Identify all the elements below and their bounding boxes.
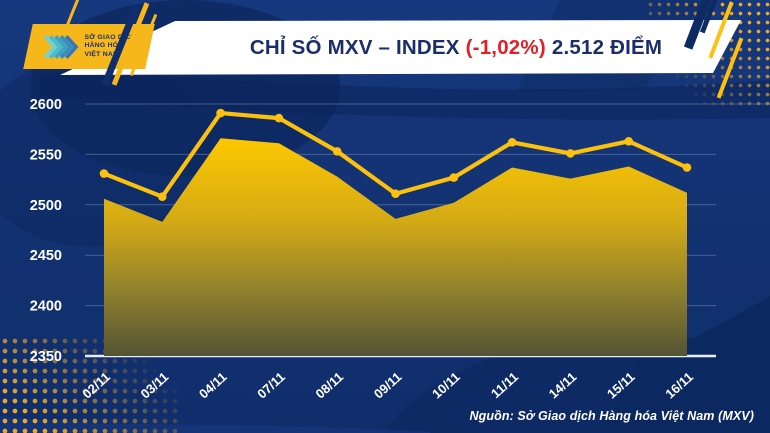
index-change-percent: (-1,02%) [465, 36, 546, 59]
logo-text-line2: HÀNG HÓA [84, 42, 124, 50]
index-area-fill [104, 138, 687, 356]
mxv-logo: SỞ GIAO DỊCH HÀNG HÓA VIỆT NAM [23, 24, 155, 69]
index-value-text: 2.512 ĐIỂM [551, 36, 663, 59]
x-tick-label: 07/11 [254, 369, 288, 401]
data-point-marker [216, 108, 225, 118]
data-point-marker [391, 189, 400, 199]
y-tick-label: 2500 [30, 198, 62, 214]
data-point-marker [158, 192, 167, 202]
data-point-marker [99, 169, 109, 178]
logo-text: SỞ GIAO DỊCH HÀNG HÓA VIỆT NAM [84, 34, 135, 60]
x-tick-label: 16/11 [662, 369, 696, 401]
x-tick-label: 02/11 [79, 369, 113, 401]
mxv-chevron-icon [44, 34, 79, 59]
data-point-marker [449, 173, 459, 182]
x-tick-label: 11/11 [488, 369, 521, 401]
logo-text-line1: SỞ GIAO DỊCH [84, 33, 136, 41]
bottom-right-wave [600, 296, 770, 433]
title-banner: CHỈ SỐ MXV – INDEX (-1,02%) 2.512 ĐIỂM [60, 20, 741, 75]
data-point-marker [274, 113, 284, 123]
y-tick-label: 2600 [30, 97, 62, 113]
data-point-marker [682, 163, 692, 172]
x-tick-label: 15/11 [604, 369, 638, 401]
data-point-marker [624, 136, 633, 146]
data-point-marker [332, 147, 342, 156]
y-tick-label: 2550 [30, 147, 62, 163]
y-tick-label: 2350 [30, 349, 62, 365]
x-tick-label: 03/11 [138, 369, 172, 401]
data-point-marker [507, 138, 517, 147]
source-note: Nguồn: Sở Giao dịch Hàng hóa Việt Nam (M… [469, 409, 754, 423]
x-tick-label: 14/11 [546, 369, 580, 401]
logo-text-line3: VIỆT NAM [84, 50, 119, 58]
header-wave [40, 73, 770, 120]
x-tick-label: 08/11 [313, 369, 347, 401]
x-tick-label: 09/11 [371, 369, 405, 401]
x-tick-label: 10/11 [429, 369, 463, 401]
y-tick-label: 2400 [30, 299, 62, 315]
data-point-marker [566, 149, 575, 158]
chart-title-text: CHỈ SỐ MXV – INDEX [249, 36, 460, 59]
x-tick-label: 04/11 [196, 369, 230, 401]
y-tick-label: 2450 [30, 248, 62, 264]
